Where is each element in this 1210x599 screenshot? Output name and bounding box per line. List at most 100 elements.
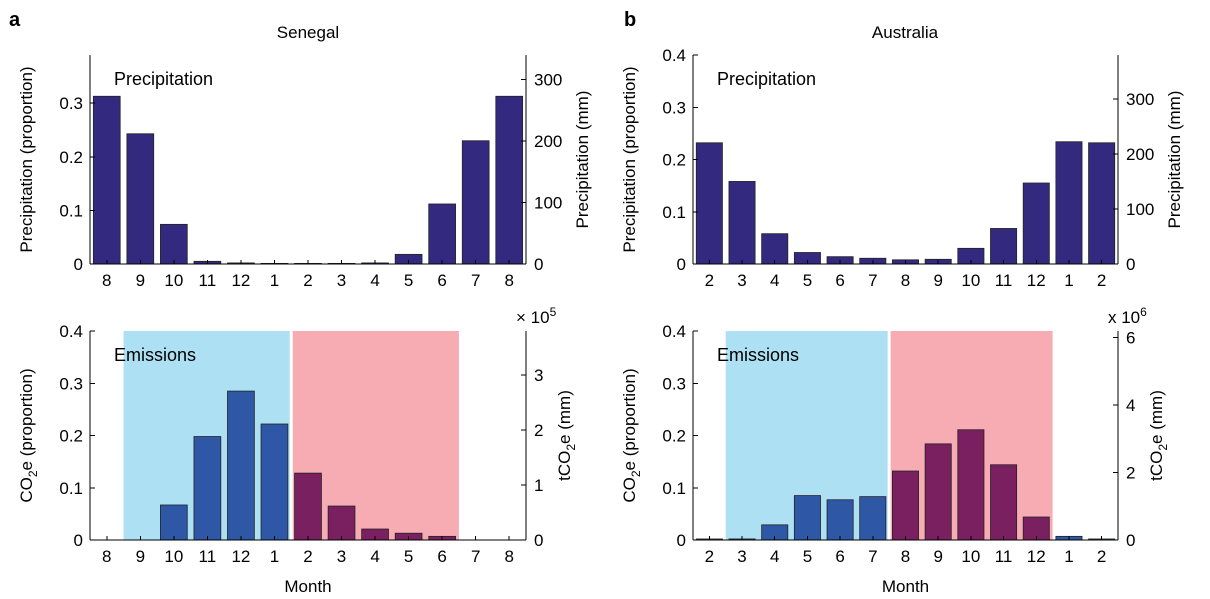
y-right-tick-label: 4 [1126,396,1135,415]
bar-8 [327,505,356,541]
x-tick-label: 11 [199,547,217,566]
bar-13 [1088,142,1116,265]
y-tick-label: 0.3 [59,374,83,393]
x-tick-label: 12 [231,547,250,566]
x-tick-label: 3 [337,271,346,290]
bar-7 [892,470,919,541]
x-tick-label: 5 [404,271,413,290]
inner-label: Precipitation [114,69,213,89]
x-tick-label: 7 [868,271,877,290]
x-tick-label: 12 [1027,271,1046,290]
bar-3 [160,223,188,265]
bar-12 [461,140,490,265]
x-tick-label: 12 [231,271,250,290]
x-tick-label: 1 [1064,271,1073,290]
y-tick-label: 0 [677,255,686,274]
x-tick-label: 3 [737,271,746,290]
y-right-tick-label: 0 [534,531,543,550]
y-tick-label: 0 [74,531,83,550]
y-right-tick-label: 100 [534,194,562,213]
y-tick-label: 0.1 [59,201,83,220]
x-tick-label: 11 [995,271,1013,290]
bar-10 [990,228,1018,265]
x-tick-label: 3 [737,547,746,566]
y-right-axis-label: Precipitation (mm) [573,91,592,229]
x-tick-label: 12 [1027,547,1046,566]
x-tick-label: 6 [437,547,446,566]
y-right-tick-label: 6 [1126,329,1135,348]
bar-9 [957,429,985,541]
x-tick-label: 7 [471,547,480,566]
x-tick-label: 8 [901,271,910,290]
bar-1 [92,95,121,265]
bar-3 [160,504,188,541]
y-right-tick-label: 1 [534,476,543,495]
x-tick-label: 8 [901,547,910,566]
y-tick-label: 0.4 [59,322,83,341]
x-tick-label: 6 [835,547,844,566]
y-right-tick-label: 300 [1126,90,1154,109]
bar-10 [990,464,1018,541]
x-tick-label: 2 [705,547,714,566]
x-axis-label: Month [284,577,331,596]
x-tick-label: 10 [961,271,980,290]
bar-12 [1055,141,1083,265]
bar-11 [1022,182,1050,265]
axis-multiplier: × 105 [516,305,557,327]
y-right-tick-label: 0 [534,255,543,274]
y-tick-label: 0.4 [662,322,686,341]
y-right-tick-label: 3 [534,366,543,385]
x-tick-label: 2 [303,271,312,290]
y-tick-label: 0.2 [662,427,686,446]
x-tick-label: 9 [136,547,145,566]
x-tick-label: 7 [868,547,877,566]
x-tick-label: 10 [961,547,980,566]
inner-label: Emissions [114,345,196,365]
x-tick-label: 4 [370,547,379,566]
y-tick-label: 0.2 [59,427,83,446]
x-tick-label: 9 [136,271,145,290]
x-tick-label: 4 [770,271,779,290]
inner-label: Precipitation [717,69,816,89]
bar-1 [695,142,723,265]
y-tick-label: 0.3 [662,374,686,393]
y-right-tick-label: 2 [1126,464,1135,483]
y-tick-label: 0.1 [662,479,686,498]
x-tick-label: 6 [835,271,844,290]
x-tick-label: 4 [370,271,379,290]
x-tick-label: 5 [803,547,812,566]
x-tick-label: 5 [404,547,413,566]
x-tick-label: 5 [803,271,812,290]
y-tick-label: 0.3 [59,94,83,113]
x-axis-label: Month [882,577,929,596]
x-tick-label: 6 [437,271,446,290]
x-tick-label: 1 [1064,547,1073,566]
y-tick-label: 0.2 [59,148,83,167]
bar-3 [761,233,789,265]
x-tick-label: 2 [705,271,714,290]
x-tick-label: 11 [199,271,217,290]
x-tick-label: 8 [102,547,111,566]
y-right-axis-label: tCO2e (mm) [1147,390,1170,481]
inner-label: Emissions [717,345,799,365]
bar-5 [227,390,255,541]
panel-title: Senegal [277,23,339,42]
axis-multiplier: x 106 [1108,305,1147,327]
x-tick-label: 2 [1097,271,1106,290]
y-tick-label: 0.1 [59,479,83,498]
bar-13 [495,95,524,265]
bar-2 [728,181,756,265]
bar-5 [826,499,854,541]
y-right-tick-label: 200 [534,132,562,151]
y-right-tick-label: 2 [534,421,543,440]
x-tick-label: 10 [164,271,183,290]
x-tick-label: 4 [770,547,779,566]
y-tick-label: 0 [74,255,83,274]
y-right-tick-label: 0 [1126,531,1135,550]
bar-6 [859,496,887,541]
x-tick-label: 2 [1097,547,1106,566]
